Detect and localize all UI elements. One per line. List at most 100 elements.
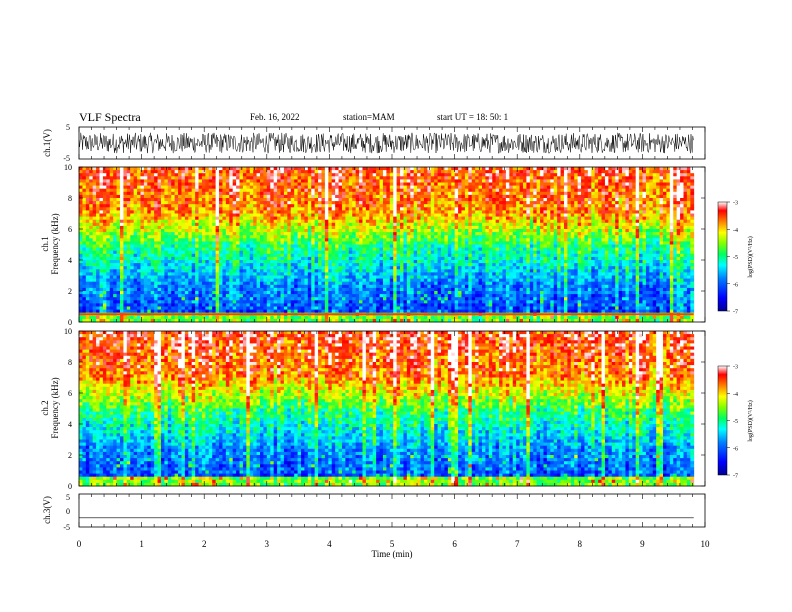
spectrogram-cell <box>253 219 257 224</box>
spectrogram-cell <box>444 179 449 183</box>
spectrogram-cell <box>341 247 346 252</box>
spectrogram-cell <box>505 210 510 214</box>
spectrogram-cell <box>652 210 657 214</box>
spectrogram-cell <box>389 198 394 202</box>
spectrogram-cell <box>505 201 510 205</box>
spectrogram-cell <box>396 219 401 224</box>
spectrogram-cell <box>553 173 558 177</box>
spectrogram-cell <box>574 244 579 248</box>
spectrogram-cell <box>611 167 616 171</box>
spectrogram-cell <box>591 219 596 224</box>
spectrogram-cell <box>106 210 111 214</box>
spectrogram-cell <box>669 188 674 193</box>
spectrogram-cell <box>167 201 172 205</box>
spectrogram-cell <box>430 167 435 171</box>
spectrogram-cell <box>318 222 322 227</box>
spectrogram-cell <box>174 229 179 233</box>
spectrogram-cell <box>526 170 531 174</box>
spectrogram-cell <box>584 179 589 183</box>
spectrogram-cell <box>389 179 394 183</box>
spectrogram-cell <box>89 216 94 221</box>
spectrogram-cell <box>119 170 124 174</box>
spectrogram-cell <box>225 216 230 221</box>
spectrogram-cell <box>645 198 650 202</box>
spectrogram-cell <box>160 170 165 174</box>
spectrogram-cell <box>249 229 254 233</box>
spectrogram-cell <box>260 179 264 183</box>
spectrogram-cell <box>154 176 158 180</box>
spectrogram-cell <box>601 213 606 217</box>
spectrogram-cell <box>584 176 589 180</box>
spectrogram-cell <box>451 213 456 217</box>
spectrogram-cell <box>109 173 114 177</box>
spectrogram-cell <box>137 244 141 248</box>
spectrogram-cell <box>311 170 316 174</box>
spectrogram-cell <box>314 241 319 245</box>
spectrogram-cell <box>79 225 83 230</box>
spectrogram-cell <box>242 216 247 221</box>
spectrogram-cell <box>355 176 360 180</box>
spectrogram-cell <box>164 216 169 221</box>
spectrogram-cell <box>232 222 237 227</box>
spectrogram-cell <box>393 238 398 242</box>
spectrogram-cell <box>311 232 316 236</box>
spectrogram-cell <box>311 188 316 193</box>
spectrogram-cell <box>410 170 415 174</box>
spectrogram-cell <box>106 247 111 252</box>
spectrogram-cell <box>427 198 432 202</box>
spectrogram-cell <box>608 247 613 252</box>
spectrogram-cell <box>417 216 421 221</box>
spectrogram-cell <box>546 204 551 208</box>
spectrogram-cell <box>106 179 111 183</box>
spectrogram-cell <box>683 194 688 199</box>
spectrogram-cell <box>604 179 609 183</box>
spectrogram-cell <box>321 225 326 230</box>
spectrogram-cell <box>635 232 640 236</box>
spectrogram-cell <box>656 194 660 199</box>
spectrogram-cell <box>157 198 162 202</box>
spectrogram-cell <box>400 188 404 193</box>
ch1-waveform-trace <box>78 132 694 154</box>
spectrogram-cell <box>181 210 186 214</box>
spectrogram-cell <box>587 185 592 190</box>
spectrogram-cell <box>143 170 148 174</box>
spectrogram-cell <box>659 219 664 224</box>
spectrogram-cell <box>270 179 275 183</box>
spectrogram-cell <box>604 232 609 236</box>
spectrogram-cell <box>543 225 548 230</box>
spectrogram-cell <box>529 238 534 242</box>
spectrogram-cell <box>570 247 575 252</box>
spectrogram-cell <box>635 219 640 224</box>
spectrogram-cell <box>512 222 517 227</box>
spectrogram-cell <box>659 191 664 196</box>
spectrogram-cell <box>109 219 114 224</box>
spectrogram-cell <box>215 204 220 208</box>
spectrogram-cell <box>423 176 428 180</box>
spectrogram-cell <box>362 235 367 239</box>
spectrogram-cell <box>649 194 654 199</box>
spectrogram-cell <box>499 232 503 236</box>
spectrogram-cell <box>673 173 678 177</box>
spectrogram-cell <box>546 241 551 245</box>
spectrogram-cell <box>471 225 476 230</box>
spectrogram-cell <box>502 210 507 214</box>
spectrogram-cell <box>587 194 592 199</box>
spectrogram-cell <box>481 194 486 199</box>
spectrogram-cell <box>410 232 415 236</box>
spectrogram-cell <box>154 170 158 174</box>
spectrogram-cell <box>147 198 152 202</box>
spectrogram-cell <box>253 185 257 190</box>
spectrogram-cell <box>632 194 637 199</box>
spectrogram-cell <box>461 198 466 202</box>
spectrogram-cell <box>355 207 360 211</box>
spectrogram-cell <box>478 235 483 239</box>
spectrogram-cell <box>283 173 288 177</box>
spectrogram-cell <box>454 235 459 239</box>
spectrogram-cell <box>249 201 254 205</box>
spectrogram-cell <box>164 229 169 233</box>
spectrogram-cell <box>277 179 281 183</box>
spectrogram-cell <box>570 238 575 242</box>
spectrogram-cell <box>365 229 370 233</box>
spectrogram-cell <box>140 210 145 214</box>
spectrogram-cell <box>242 210 247 214</box>
